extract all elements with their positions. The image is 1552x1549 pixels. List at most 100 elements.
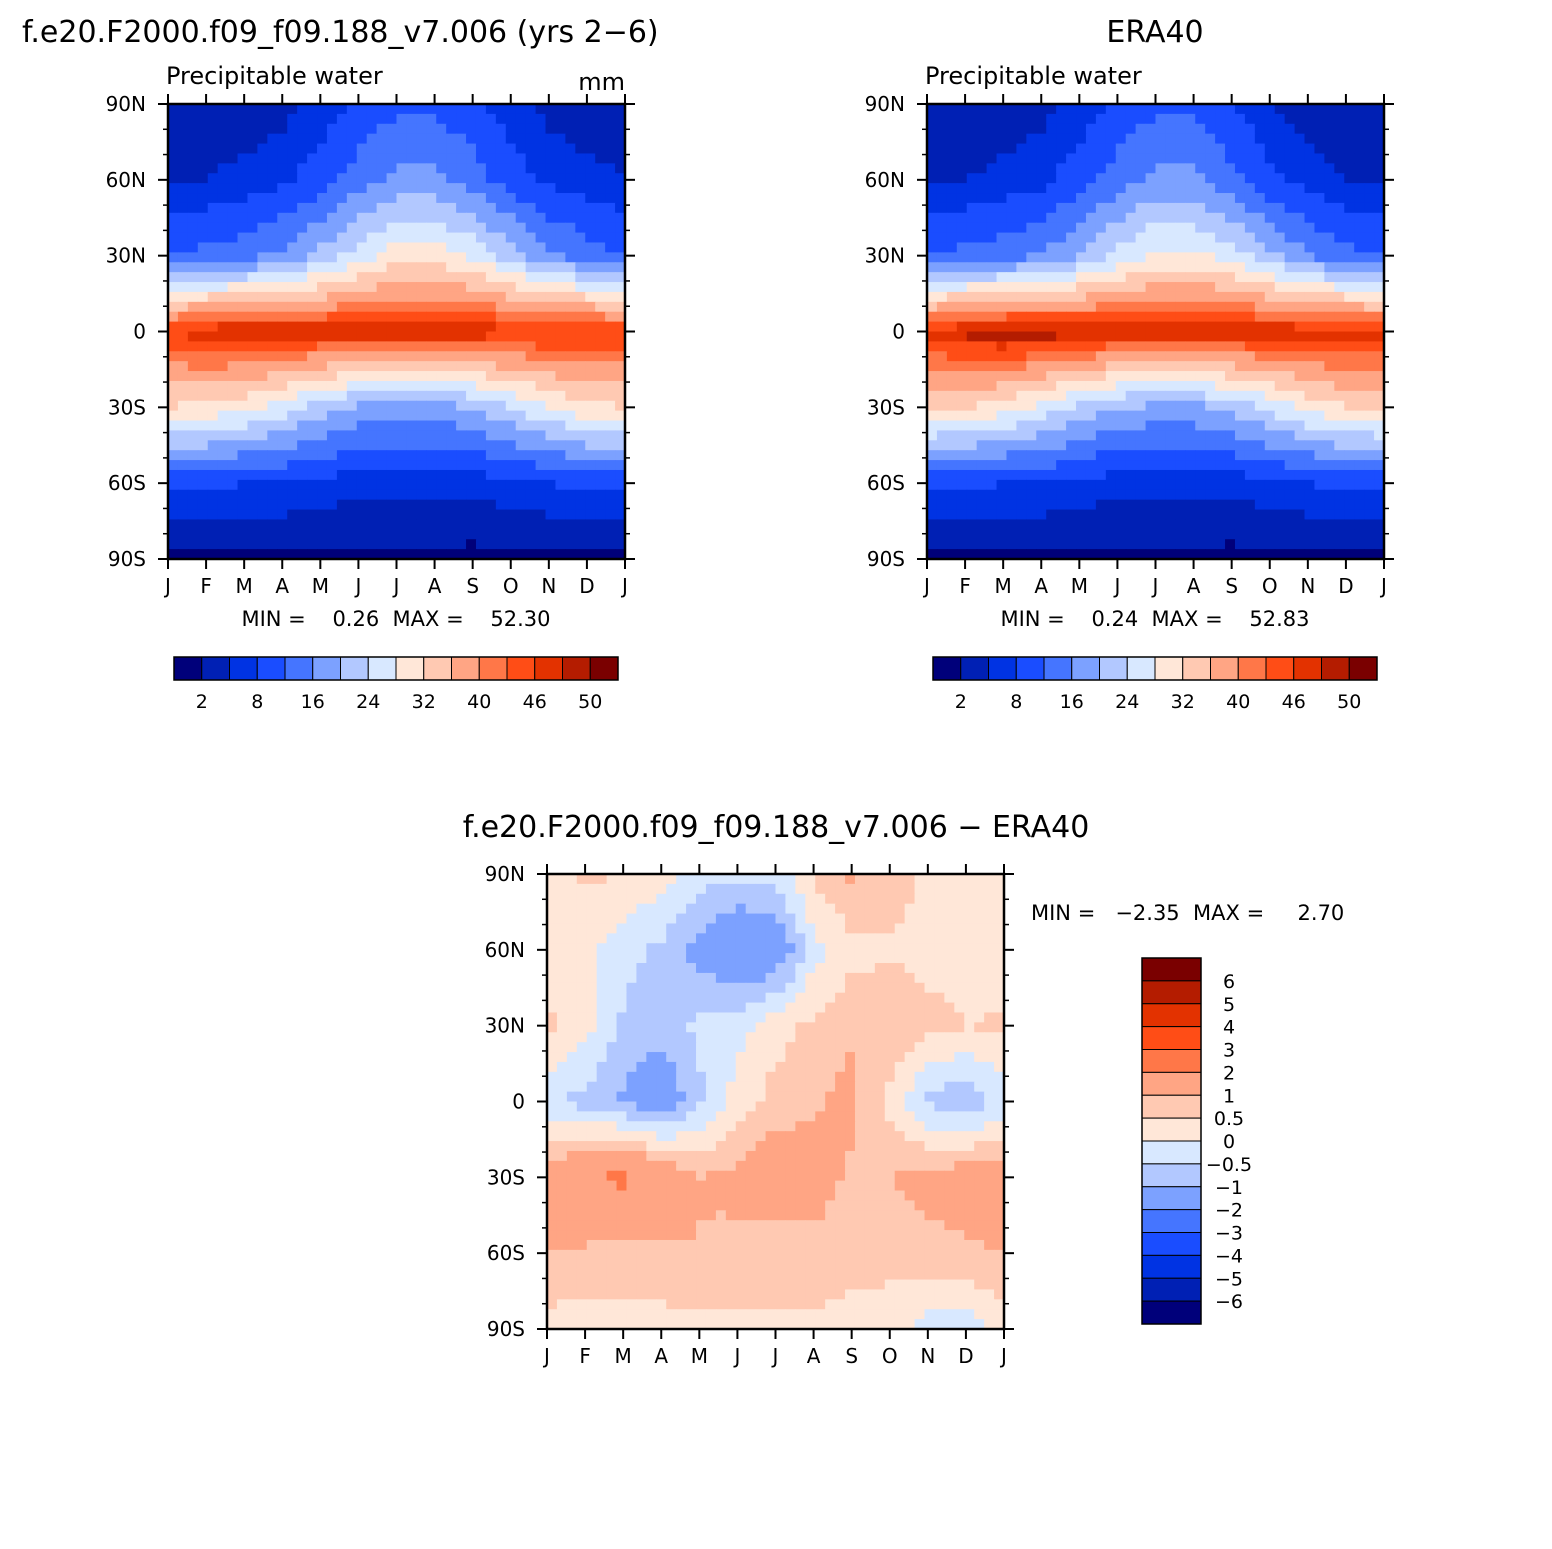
model-plot-cell [515,123,527,135]
obs-plot-cell [1175,499,1186,511]
model-plot-cell [247,321,259,333]
obs-plot-cell [976,430,988,441]
model-plot-cell [575,272,586,283]
model-plot-cell [525,242,537,253]
model-plot-cell [525,430,537,441]
model-plot-cell [376,321,388,333]
obs-plot-cell [1155,400,1167,412]
diff-plot-cell [864,943,876,954]
obs-plot-cell [1304,450,1316,461]
obs-plot-cell [1284,222,1296,234]
obs-plot-cell [1036,460,1047,471]
obs-plot-cell [1135,509,1147,521]
obs-plot-cell [1006,242,1018,253]
obs-plot-cell [1155,321,1167,333]
model-plot-cell [267,272,278,283]
obs-plot-cell [1135,193,1147,204]
diff-plot-cell [646,953,657,964]
model-plot-cell [525,361,537,372]
model-plot-cell [326,400,338,412]
obs-plot-cell [1344,212,1355,224]
obs-plot-cell [1155,232,1167,244]
diff-plot-cell [596,874,608,885]
obs-plot-cell [1354,232,1365,244]
model-plot-cell [456,371,467,382]
obs-plot-cell [1264,193,1276,204]
diff-plot-cell [745,982,757,994]
model-plot-cell [356,371,368,382]
model-plot-cell [247,489,259,501]
model-plot-cell [187,173,199,184]
diff-plot-cell [576,953,588,964]
model-plot-cell [535,113,547,125]
obs-plot-cell [936,460,948,471]
obs-plot-cell [1215,153,1226,164]
model-plot-cell [565,539,576,550]
obs-plot-x-label: N [1300,574,1315,598]
obs-plot-cell [1135,301,1147,313]
obs-plot-cell [1046,104,1057,115]
model-plot-cell [575,489,586,501]
model-plot-cell [456,420,467,432]
obs-plot-y-label: 30S [867,395,905,419]
diff-plot-cell [894,903,906,915]
obs-plot-cell [1264,262,1276,273]
obs-plot-cell [1274,420,1286,432]
colorbar-model-label: 8 [251,691,263,713]
obs-plot-cell [1374,331,1385,342]
obs-plot-cell [1234,153,1246,164]
obs-plot-cell [1155,301,1167,313]
model-plot-cell [277,331,288,342]
model-plot-cell [456,153,467,164]
obs-plot-cell [1225,133,1236,145]
diff-plot-cell [864,874,876,885]
model-plot-cell [565,489,576,501]
model-plot-cell [565,479,576,491]
model-plot-cell [177,539,189,550]
model-plot-cell [605,104,616,115]
obs-plot-cell [1334,529,1345,540]
obs-plot-cell [936,291,948,303]
model-plot-cell [336,202,348,214]
obs-plot-cell [966,272,978,283]
diff-plot-cell [646,933,657,944]
model-plot-cell [356,351,368,362]
model-plot-cell [197,193,209,204]
diff-plot-cell [765,953,777,964]
obs-plot-cell [1036,183,1047,194]
model-plot-cell [307,272,318,283]
obs-plot-cell [1066,321,1077,333]
obs-plot-cell [956,450,968,461]
model-plot-cell [257,430,268,441]
model-plot-cell [366,400,378,412]
diff-plot-cell [884,953,896,964]
model-plot-cell [535,301,547,313]
model-plot-cell [197,509,209,521]
model-plot-cell [535,400,547,412]
model-plot-cell [426,123,437,135]
model-plot-cell [386,183,398,194]
model-plot-cell [207,202,219,214]
model-plot-cell [297,133,308,145]
obs-plot-cell [1324,291,1335,303]
model-plot-cell [416,143,427,155]
model-plot-cell [396,301,408,313]
model-plot-cell [505,212,517,224]
obs-plot-cell [1274,509,1286,521]
obs-plot-cell [1344,509,1355,521]
model-plot-cell [227,410,239,422]
model-plot-cell [545,252,557,263]
obs-plot-cell [1215,420,1226,432]
model-plot-cell [366,549,378,560]
model-plot-cell [416,440,427,451]
model-plot-cell [406,113,417,125]
obs-plot-cell [996,549,1008,560]
obs-plot-cell [996,133,1008,145]
obs-plot-cell [1165,212,1176,224]
model-plot-cell [555,390,566,402]
obs-plot-cell [1225,549,1236,560]
model-plot-cell [168,272,179,283]
model-plot-cell [555,469,566,481]
model-plot-cell [575,509,586,521]
model-plot-cell [605,499,616,511]
